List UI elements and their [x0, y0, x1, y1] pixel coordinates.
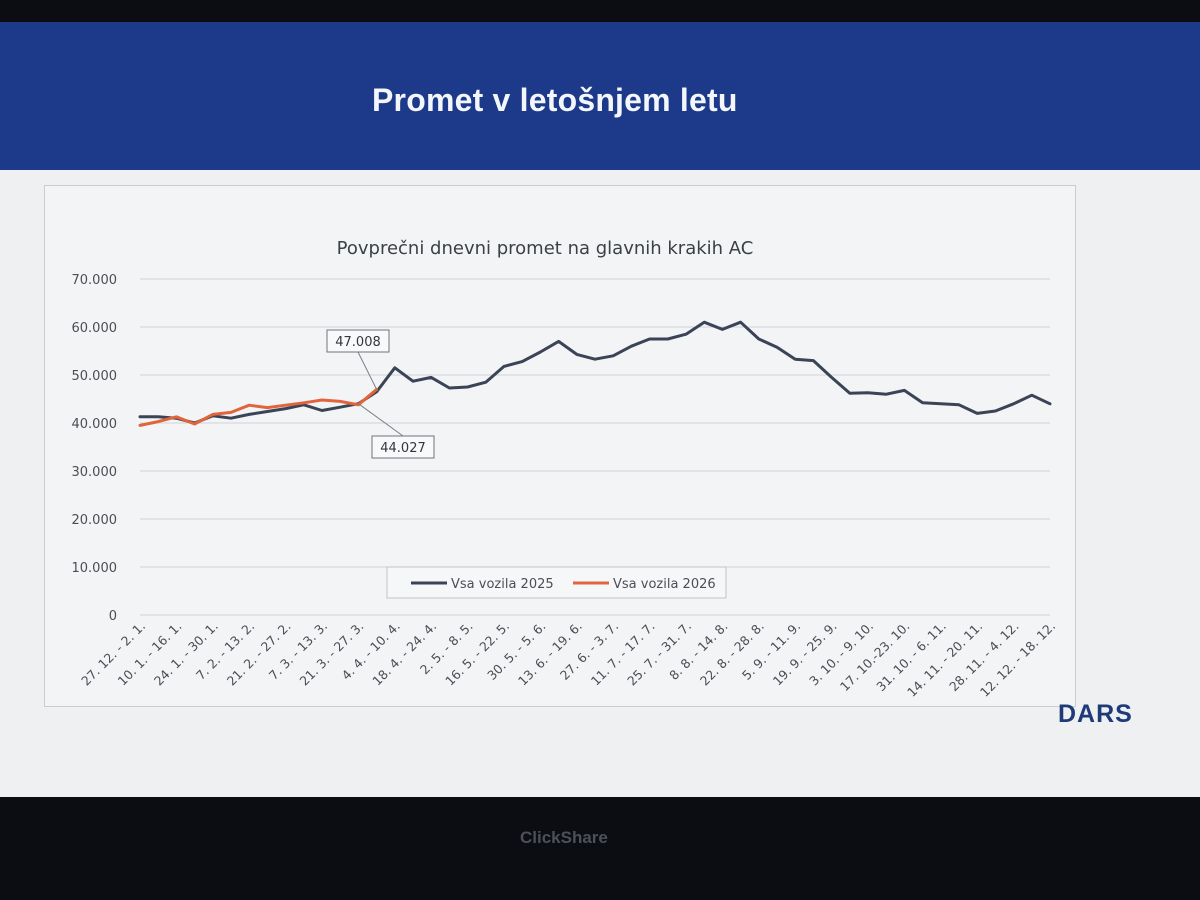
- data-label: 47.008: [335, 335, 381, 350]
- y-tick-label: 40.000: [72, 417, 118, 432]
- data-label-leader: [358, 403, 404, 437]
- y-tick-label: 20.000: [72, 513, 118, 528]
- chart-frame: Povprečni dnevni promet na glavnih kraki…: [44, 185, 1076, 707]
- data-label-leader: [357, 351, 378, 390]
- slide-header: Promet v letošnjem letu: [0, 22, 1200, 170]
- series-line-vsa-vozila-2025: [138, 320, 1052, 425]
- dars-logo: DARS: [1058, 700, 1133, 728]
- y-tick-label: 70.000: [72, 273, 118, 288]
- y-tick-label: 10.000: [72, 561, 118, 576]
- data-label: 44.027: [380, 441, 426, 456]
- y-tick-label: 0: [109, 609, 117, 624]
- data-label-box: [371, 435, 435, 459]
- legend-label: Vsa vozila 2025: [451, 577, 554, 592]
- slide-title: Promet v letošnjem letu: [372, 82, 738, 118]
- chart-title: Povprečni dnevni promet na glavnih kraki…: [337, 238, 754, 259]
- series-line-vsa-vozila-2026: [138, 387, 379, 427]
- line-chart: Povprečni dnevni promet na glavnih kraki…: [72, 238, 1059, 700]
- data-label-box: [326, 329, 390, 353]
- presentation-slide: Promet v letošnjem letu Povprečni dnevni…: [0, 22, 1200, 797]
- legend-label: Vsa vozila 2026: [613, 577, 716, 592]
- y-tick-label: 30.000: [72, 465, 118, 480]
- bezel-brand-label: ClickShare: [520, 828, 608, 847]
- y-tick-label: 60.000: [72, 321, 118, 336]
- y-tick-label: 50.000: [72, 369, 118, 384]
